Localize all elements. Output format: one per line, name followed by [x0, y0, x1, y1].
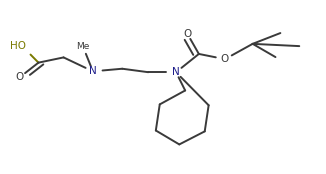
Text: N: N	[89, 66, 97, 76]
Text: Me: Me	[76, 42, 90, 52]
Text: N: N	[172, 67, 180, 77]
Text: O: O	[183, 29, 192, 39]
Text: O: O	[221, 54, 229, 64]
Text: HO: HO	[10, 41, 26, 51]
Text: O: O	[15, 72, 24, 82]
